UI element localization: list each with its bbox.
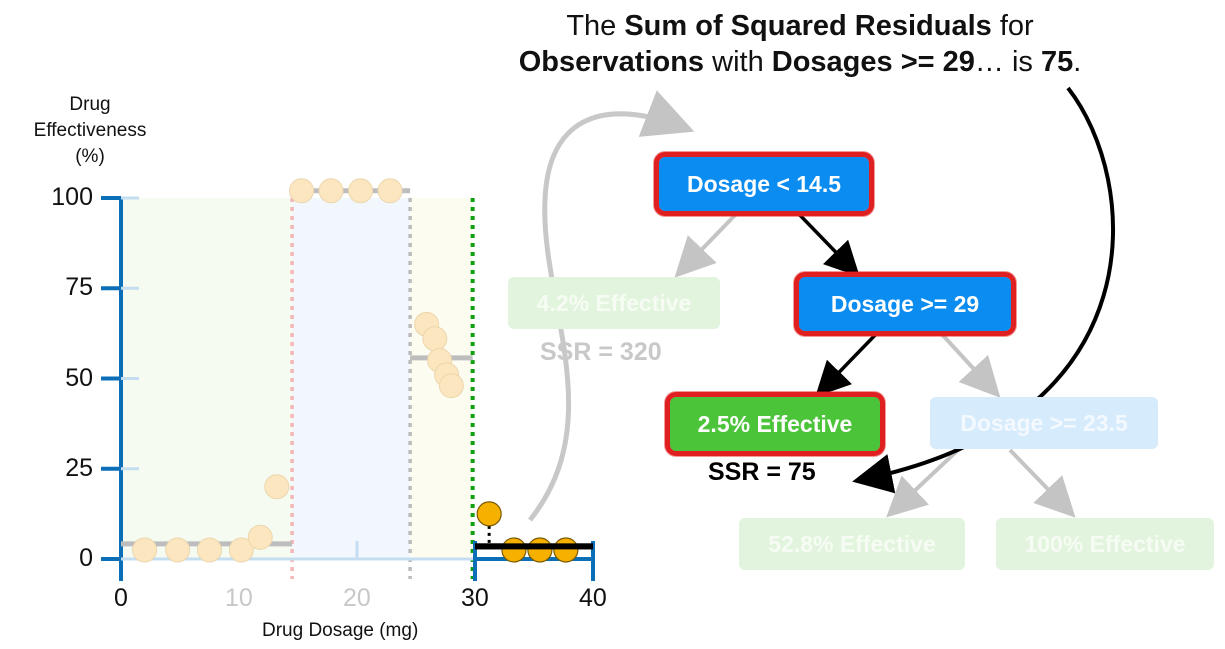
y-tick-label: 75 xyxy=(65,273,93,302)
node-dosage-23-5[interactable]: Dosage >= 23.5 xyxy=(930,397,1158,449)
data-point-active xyxy=(553,537,579,563)
data-point-faded xyxy=(422,326,448,352)
leaf-selected[interactable]: 2.5% Effective xyxy=(665,392,885,456)
ssr-selected: SSR = 75 xyxy=(708,458,816,486)
y-tick-label: 50 xyxy=(65,363,93,392)
node-root[interactable]: Dosage < 14.5 xyxy=(654,152,874,216)
x-tick-label: 20 xyxy=(343,584,371,612)
y-tick-label: 100 xyxy=(51,183,93,211)
data-point-faded xyxy=(438,373,464,399)
data-point-faded xyxy=(197,537,222,563)
x-tick-label: 40 xyxy=(579,584,607,612)
x-tick-label: 30 xyxy=(461,584,489,612)
arrow-node2-to-node3 xyxy=(936,328,1001,398)
y-tick-label: 25 xyxy=(65,453,93,482)
x-tick-label: 0 xyxy=(114,584,128,612)
data-point-active xyxy=(527,537,553,563)
leaf-100[interactable]: 100% Effective xyxy=(996,518,1214,570)
ssr-left: SSR = 320 xyxy=(540,338,662,366)
arrow-root-to-node2 xyxy=(793,208,860,278)
arrow-node3-to-leaf3a xyxy=(886,448,960,518)
region-2 xyxy=(292,198,411,559)
data-point-faded xyxy=(318,178,344,204)
data-point-faded xyxy=(228,537,254,563)
data-point-faded xyxy=(132,537,158,563)
gray-curve-arrow xyxy=(528,90,695,522)
y-axis-label: Drug Effectiveness (%) xyxy=(33,94,147,167)
arrow-node3-to-leaf3b xyxy=(1008,448,1076,518)
data-point-faded xyxy=(377,178,403,204)
leaf-left[interactable]: 4.2% Effective xyxy=(508,277,720,329)
data-points xyxy=(132,178,593,563)
node-dosage-29[interactable]: Dosage >= 29 xyxy=(794,272,1016,336)
data-point-faded xyxy=(247,524,273,550)
split-regions xyxy=(121,198,475,579)
data-point-faded xyxy=(289,178,315,204)
data-point-active xyxy=(476,501,502,527)
data-point-active xyxy=(501,537,527,563)
headline: The Sum of Squared Residuals for Observa… xyxy=(518,10,1082,78)
y-tick-label: 0 xyxy=(79,544,93,572)
x-tick-label: 10 xyxy=(225,584,253,612)
region-1 xyxy=(121,198,293,559)
arrow-node2-to-selected-leaf xyxy=(815,328,882,398)
arrow-root-to-left-leaf xyxy=(674,208,742,278)
x-axis-label: Drug Dosage (mg) xyxy=(262,620,419,641)
data-point-faded xyxy=(348,178,374,204)
leaf-52-8[interactable]: 52.8% Effective xyxy=(739,518,965,570)
data-point-faded xyxy=(264,474,290,500)
data-point-faded xyxy=(165,537,191,563)
